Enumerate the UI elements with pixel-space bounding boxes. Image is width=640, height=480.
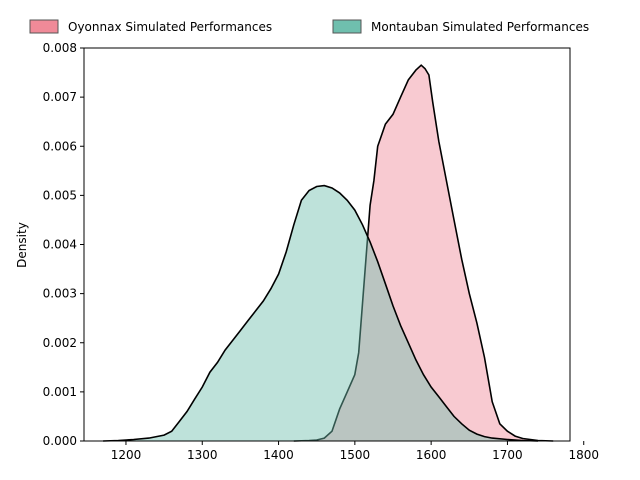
y-tick-label: 0.007 (43, 90, 77, 104)
y-axis: 0.000 0.001 0.002 0.003 0.004 0.005 0.006 0.007… (43, 41, 84, 448)
density-area-oyonnax (293, 65, 554, 441)
legend-label-montauban: Montauban Simulated Performances (371, 20, 589, 34)
y-tick-label: 0.003 (43, 287, 77, 301)
legend-label-oyonnax: Oyonnax Simulated Performances (68, 20, 272, 34)
x-tick-label: 1800 (568, 448, 599, 462)
density-area-montauban (103, 185, 538, 441)
x-axis: 1200 1300 1400 1500 1600 1700 1800 (111, 441, 599, 462)
x-tick-label: 1500 (340, 448, 371, 462)
x-tick-label: 1600 (416, 448, 447, 462)
x-tick-label: 1700 (492, 448, 523, 462)
y-tick-label: 0.005 (43, 188, 77, 202)
y-tick-label: 0.004 (43, 238, 77, 252)
x-tick-label: 1200 (111, 448, 142, 462)
y-tick-label: 0.000 (43, 434, 77, 448)
density-line-montauban (103, 184, 539, 442)
y-axis-label: Density (15, 222, 29, 268)
y-tick-label: 0.001 (43, 385, 77, 399)
x-tick-label: 1300 (187, 448, 218, 462)
legend-swatch-oyonnax (29, 19, 59, 34)
density-line-oyonnax (293, 64, 554, 442)
legend-swatch-montauban (332, 19, 362, 34)
series-layer (103, 64, 554, 442)
y-tick-label: 0.002 (43, 336, 77, 350)
y-tick-label: 0.008 (43, 41, 77, 55)
y-tick-label: 0.006 (43, 139, 77, 153)
legend: Oyonnax Simulated Performances Montauban… (29, 19, 589, 34)
x-tick-label: 1400 (263, 448, 294, 462)
